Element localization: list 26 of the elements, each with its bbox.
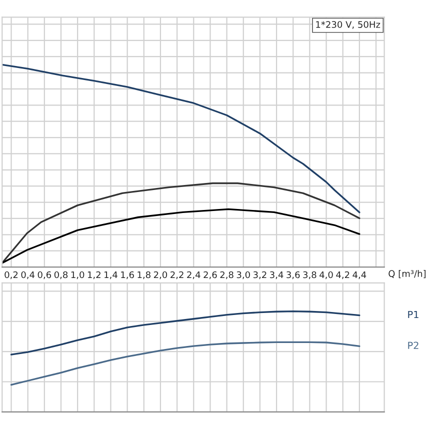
x-tick-label: 1,0 — [71, 271, 84, 280]
x-tick-label: 3,0 — [236, 271, 250, 280]
x-tick-label: 2,8 — [220, 271, 234, 280]
x-tick-label: 0,8 — [54, 271, 68, 280]
x-tick-label: 2,2 — [170, 271, 184, 280]
x-tick-label: 3,6 — [286, 271, 300, 280]
text: P1 — [408, 310, 418, 318]
x-tick-label: 0,4 — [21, 271, 35, 280]
x-axis-title: Q [m³/h] — [388, 270, 426, 278]
text: 1*230 V, 50Hz — [316, 21, 380, 29]
x-tick-label: 1,6 — [121, 271, 134, 280]
x-tick-label: 4,4 — [352, 271, 366, 280]
x-tick-label: 0,2 — [4, 271, 18, 280]
x-tick-label: 1,8 — [138, 271, 150, 280]
x-tick-label: 3,8 — [303, 271, 316, 280]
x-tick-label: 2,4 — [187, 271, 200, 280]
x-tick-label: 2,0 — [154, 271, 168, 280]
x-tick-label: 3,4 — [270, 271, 284, 280]
x-tick-label: 1,2 — [88, 271, 100, 280]
x-tick-label: 4,0 — [320, 271, 333, 280]
x-tick-label: 2,6 — [204, 271, 217, 280]
x-tick-label: 3,2 — [253, 271, 266, 280]
x-tick-label: 4,2 — [336, 271, 350, 280]
x-tick-label: 0,6 — [38, 271, 52, 280]
text: P2 — [408, 342, 418, 349]
x-tick-label: 1,4 — [104, 271, 118, 280]
